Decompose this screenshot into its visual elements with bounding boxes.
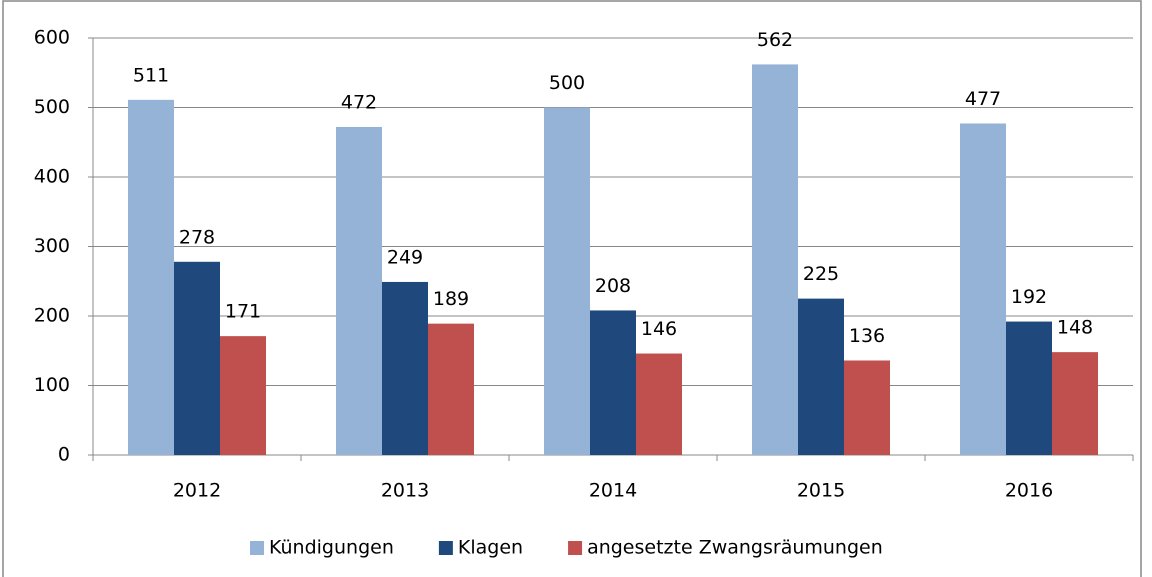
bar bbox=[128, 99, 174, 455]
data-label: 278 bbox=[179, 226, 215, 248]
data-label: 511 bbox=[133, 64, 169, 86]
y-tick-label: 0 bbox=[58, 444, 70, 466]
x-tick-label: 2016 bbox=[1005, 480, 1053, 502]
bar bbox=[544, 107, 590, 455]
bar bbox=[798, 298, 844, 455]
x-tick-label: 2012 bbox=[173, 480, 221, 502]
data-label: 146 bbox=[641, 318, 677, 340]
data-label: 208 bbox=[595, 275, 631, 297]
data-label: 477 bbox=[965, 88, 1001, 110]
y-tick-label: 400 bbox=[34, 166, 70, 188]
y-tick-label: 200 bbox=[34, 305, 70, 327]
bar bbox=[336, 126, 382, 456]
legend-label: angesetzte Zwangsräumungen bbox=[587, 537, 883, 559]
bar bbox=[220, 336, 266, 455]
y-tick-label: 300 bbox=[34, 235, 70, 257]
y-tick-label: 500 bbox=[34, 96, 70, 118]
x-tick-label: 2013 bbox=[381, 480, 429, 502]
bar bbox=[428, 323, 474, 455]
legend-label: Kündigungen bbox=[269, 537, 394, 559]
data-label: 225 bbox=[803, 263, 839, 285]
data-label: 189 bbox=[433, 288, 469, 310]
bar bbox=[1006, 321, 1052, 455]
data-label: 472 bbox=[341, 91, 377, 113]
bar bbox=[174, 261, 220, 455]
y-tick-label: 600 bbox=[34, 27, 70, 49]
data-label: 192 bbox=[1011, 286, 1047, 308]
data-label: 136 bbox=[849, 325, 885, 347]
bar bbox=[844, 360, 890, 455]
bar bbox=[752, 64, 798, 455]
data-label: 148 bbox=[1057, 317, 1093, 339]
x-tick-label: 2014 bbox=[589, 480, 637, 502]
data-label: 171 bbox=[225, 301, 261, 323]
bar bbox=[590, 310, 636, 455]
data-label: 249 bbox=[387, 246, 423, 268]
legend-swatch bbox=[568, 541, 583, 555]
data-label: 500 bbox=[549, 72, 585, 94]
data-label: 562 bbox=[757, 29, 793, 51]
x-tick-label: 2015 bbox=[797, 480, 845, 502]
bar bbox=[1052, 352, 1098, 455]
bar bbox=[960, 123, 1006, 456]
legend-swatch bbox=[250, 541, 264, 555]
legend-label: Klagen bbox=[458, 537, 523, 559]
y-tick-label: 100 bbox=[34, 374, 70, 396]
bar bbox=[636, 353, 682, 455]
bar bbox=[382, 281, 428, 455]
legend-swatch bbox=[438, 541, 453, 555]
